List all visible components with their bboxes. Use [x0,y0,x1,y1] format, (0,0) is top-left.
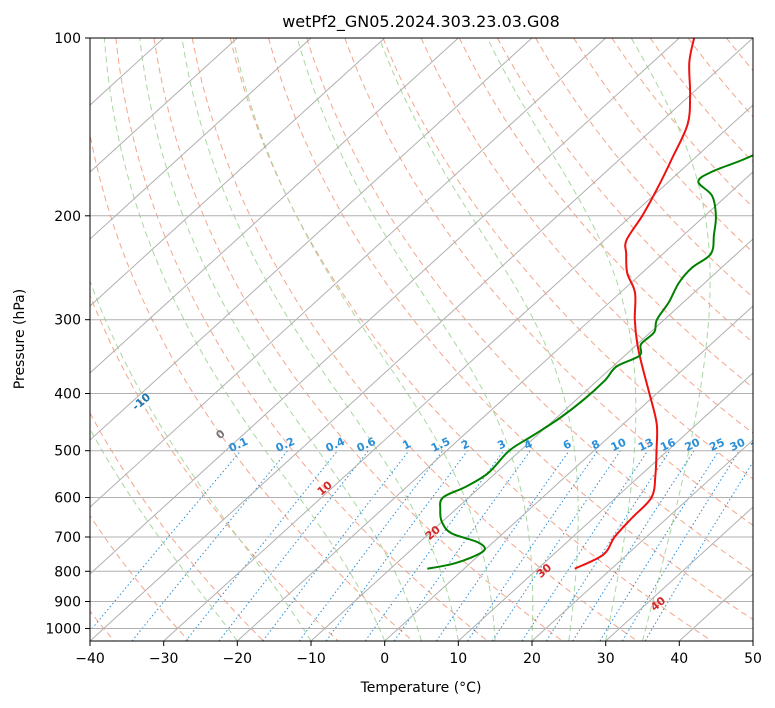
mixing-ratio-line [435,450,570,641]
isotherm-line [90,38,386,307]
isotherm-line [531,439,753,641]
x-tick-label: −40 [75,651,105,667]
x-tick-label: −20 [223,651,253,667]
dry-adiabat [153,38,563,641]
isotherm-line [90,38,753,641]
y-tick-label: 400 [54,387,81,403]
chart-title: wetPf2_GN05.2024.303.23.03.G08 [282,12,560,32]
mixing-ratio-label: 10 [609,436,629,454]
dewpoint-profile [427,154,753,570]
mixing-ratio-line [521,450,649,641]
mixing-ratio-line [262,450,410,641]
dry-adiabat [306,38,753,573]
x-tick-label: 20 [523,651,541,667]
moist-adiabat [378,38,579,641]
x-axis-label: Temperature (°C) [360,680,482,696]
isotherm-line [236,171,753,641]
dry-adiabat [573,38,753,254]
isotherm-line [457,372,753,641]
x-tick-label: −10 [296,651,326,667]
y-tick-label: 100 [54,31,81,47]
x-tick-label: 10 [449,651,467,667]
isotherm-line [310,238,753,641]
moist-adiabat [139,38,422,641]
dry-adiabat [535,38,753,299]
dry-adiabat [90,132,414,641]
y-tick-label: 600 [54,491,81,507]
mixing-ratio-label: 13 [636,436,655,454]
mixing-ratio-line [325,450,468,641]
mixing-ratio-label: 16 [658,436,678,454]
moist-adiabat [296,38,534,641]
dry-adiabat [229,38,712,641]
y-axis-label: Pressure (hPa) [12,289,28,389]
y-tick-label: 500 [54,444,81,460]
mixing-ratio-line [131,450,288,641]
mixing-ratio-line [599,450,720,641]
isotherm-line [90,38,607,508]
mixing-ratio-label: 25 [707,436,726,454]
y-tick-label: 1000 [45,622,81,638]
dry-adiabat [90,514,190,641]
dry-adiabat [382,38,753,480]
moist-adiabat [486,38,637,641]
mixing-ratio-line [298,450,444,641]
isotherm-line [90,38,533,441]
isotherm-line [90,38,312,240]
y-tick-label: 200 [54,209,81,225]
mixing-ratio-line [621,450,740,641]
dry-adiabat [496,38,753,344]
dry-adiabat [344,38,753,526]
y-tick-label: 700 [54,530,81,546]
isotherm-line [90,38,238,173]
x-tick-label: 30 [597,651,615,667]
dry-adiabat [420,38,753,434]
moist-adiabat [232,38,496,641]
x-tick-label: −30 [149,651,179,667]
dry-adiabat [191,38,638,641]
moist-adiabat [90,428,238,641]
x-tick-label: 50 [744,651,762,667]
moist-adiabat [181,38,459,641]
isotherm-line [605,506,753,641]
y-axis: 100 200 300 400 500 600 700 800 900 1000 [45,31,90,638]
dry-adiabat [115,38,488,641]
plot-frame [89,37,754,642]
mixing-ratio-label: 20 [683,436,703,454]
dry-adiabat [90,411,264,641]
mixing-ratio-line [467,450,599,641]
x-tick-label: 0 [380,651,389,667]
mixing-ratio-label: 30 [728,436,748,454]
mixing-ratio-line [364,450,505,641]
isotherm-line [163,104,753,641]
moist-adiabat [630,38,711,641]
sounding-profiles [427,38,753,570]
mixing-ratio-line [545,450,671,641]
isotherm-line [90,38,680,575]
dry-adiabat [268,38,753,621]
background-lines [90,38,753,641]
mixing-ratio-label: 36 [749,436,769,454]
x-tick-label: 40 [670,651,688,667]
isotherm-line [384,305,753,641]
y-tick-label: 900 [54,595,81,611]
y-tick-label: 800 [54,564,81,580]
dry-adiabat [458,38,753,389]
moist-adiabat [103,38,386,641]
mixing-ratio-line [90,450,242,632]
temperature-profile [574,38,696,570]
x-axis: −40 −30 −20 −10 0 10 20 30 40 50 [75,641,762,667]
y-tick-label: 300 [54,313,81,329]
isotherm-line [90,38,459,374]
